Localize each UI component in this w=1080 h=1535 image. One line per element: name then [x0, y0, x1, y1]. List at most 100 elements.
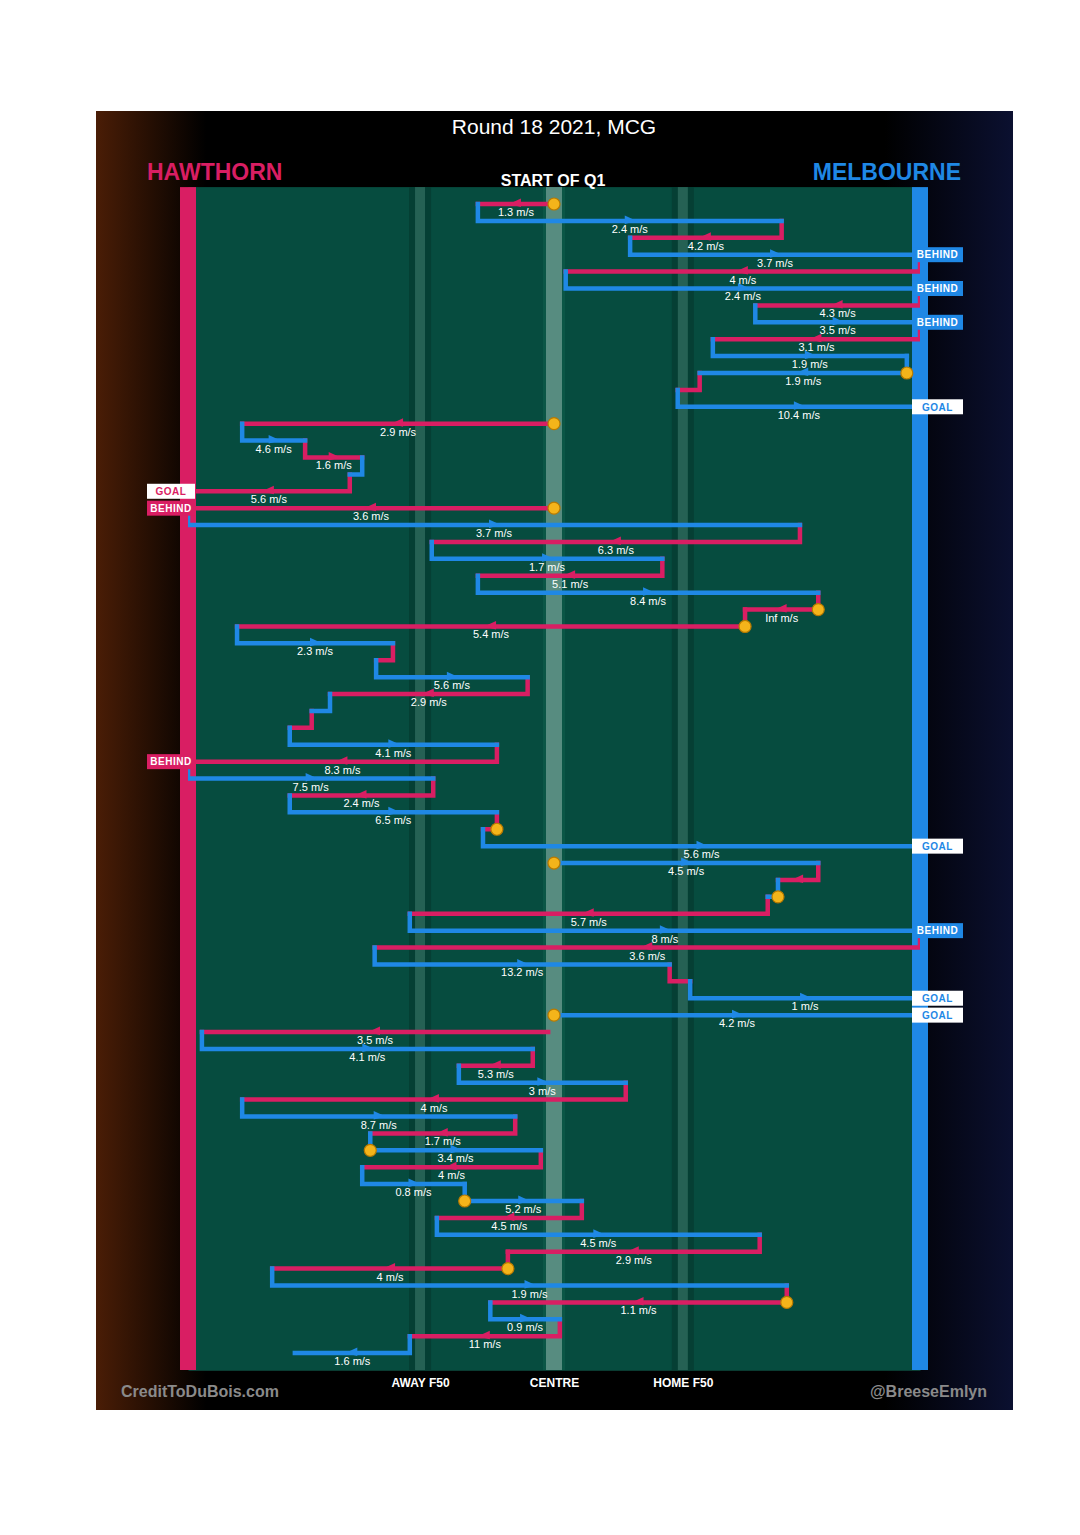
stoppage-marker — [812, 604, 824, 616]
outcome-box — [147, 501, 195, 516]
stoppage-marker — [739, 620, 751, 632]
speed-label: 4.1 m/s — [375, 747, 412, 759]
possession-segment — [670, 964, 690, 981]
background-panel — [96, 111, 1013, 1410]
speed-label: 5.6 m/s — [434, 679, 471, 691]
team-name: HAWTHORN — [147, 159, 282, 185]
x-tick-label: CENTRE — [530, 1376, 579, 1390]
speed-label: 1.3 m/s — [498, 206, 535, 218]
outcome-box — [147, 484, 195, 499]
plot-texts: 1.3 m/s 4.2 m/s 4 m/s 4.3 m/s 3.1 m/s 2.9 m/s… — [147, 206, 963, 1367]
outcome-label: GOAL — [922, 402, 953, 413]
grid — [409, 187, 694, 1370]
speed-label: 4 m/s — [377, 1271, 404, 1283]
grid-band — [543, 187, 565, 1370]
speed-label: 1.7 m/s — [529, 561, 566, 573]
speed-label: 4 m/s — [438, 1169, 465, 1181]
speed-label: 3.7 m/s — [757, 257, 794, 269]
speed-label: 3.6 m/s — [629, 950, 666, 962]
speed-label: 1.6 m/s — [334, 1355, 371, 1367]
speed-label: 3.1 m/s — [798, 341, 835, 353]
outcome-box — [912, 247, 963, 262]
stoppage-marker — [548, 198, 560, 210]
speed-label: 2.4 m/s — [612, 223, 649, 235]
field — [188, 187, 920, 1370]
speed-label: 1.7 m/s — [425, 1135, 462, 1147]
possession-segment — [290, 711, 312, 728]
speed-label: 3.5 m/s — [357, 1034, 394, 1046]
speed-label: 6.3 m/s — [598, 544, 635, 556]
stoppage-marker — [548, 418, 560, 430]
x-tick: CENTRE — [530, 1370, 579, 1390]
speed-label: 7.5 m/s — [293, 781, 330, 793]
speed-label: 11 m/s — [469, 1338, 502, 1350]
speed-label: 3 m/s — [529, 1085, 556, 1097]
speed-label: 10.4 m/s — [778, 409, 821, 421]
possession-segment — [376, 643, 393, 660]
stoppage-marker — [548, 502, 560, 514]
stoppage-marker — [459, 1195, 471, 1207]
outcome-label: BEHIND — [150, 756, 191, 767]
outcome-label: GOAL — [922, 841, 953, 852]
stoppage-marker — [364, 1144, 376, 1156]
speed-label: 0.8 m/s — [395, 1186, 432, 1198]
speed-label: 4 m/s — [420, 1102, 447, 1114]
speed-label: 5.3 m/s — [478, 1068, 515, 1080]
speed-label: 5.6 m/s — [683, 848, 720, 860]
speed-label: 1.9 m/s — [792, 358, 829, 370]
possession-segment — [312, 694, 330, 711]
outcome-box — [147, 754, 195, 769]
axis-line — [189, 1370, 921, 1371]
speed-label: Inf m/s — [765, 612, 799, 624]
speed-label: 8.4 m/s — [630, 595, 667, 607]
stoppage-marker — [502, 1263, 514, 1275]
speed-label: 0.9 m/s — [507, 1321, 544, 1333]
outcome-label: GOAL — [922, 993, 953, 1004]
outcome-box — [912, 399, 963, 414]
chart-title: Round 18 2021, MCG — [452, 115, 656, 138]
speed-label: 8.7 m/s — [361, 1119, 398, 1131]
stoppage-marker — [772, 891, 784, 903]
goal-line-bar — [912, 187, 928, 1370]
speed-label: 5.7 m/s — [571, 916, 608, 928]
speed-label: 5.1 m/s — [552, 578, 589, 590]
x-tick: HOME F50 — [653, 1370, 713, 1390]
speed-label: 4.5 m/s — [491, 1220, 528, 1232]
speed-label: 4.3 m/s — [820, 307, 857, 319]
speed-label: 4.5 m/s — [580, 1237, 617, 1249]
possession-segment — [678, 373, 700, 390]
speed-label: 3.4 m/s — [438, 1152, 475, 1164]
grid-band — [672, 187, 694, 1370]
direction-arrow — [791, 874, 803, 883]
speed-label: 3.5 m/s — [820, 324, 857, 336]
grid-line — [678, 187, 688, 1370]
team-name: MELBOURNE — [813, 159, 961, 185]
stoppage-marker — [901, 367, 913, 379]
speed-label: 2.3 m/s — [297, 645, 334, 657]
outcome-box — [912, 991, 963, 1006]
x-axis: AWAY F50CENTREHOME F50 — [189, 1370, 921, 1390]
chart-subtitle: START OF Q1 — [501, 172, 606, 189]
stoppage-marker — [491, 823, 503, 835]
stoppage-marker — [548, 857, 560, 869]
speed-label: 5.4 m/s — [473, 628, 510, 640]
outcome-box — [912, 923, 963, 938]
speed-label: 1.6 m/s — [316, 459, 353, 471]
speed-label: 2.9 m/s — [616, 1254, 653, 1266]
outcome-label: GOAL — [156, 486, 187, 497]
speed-label: 3.6 m/s — [353, 510, 390, 522]
outcome-box — [912, 839, 963, 854]
speed-label: 2.4 m/s — [725, 290, 762, 302]
source-credit: CreditToDuBois.com — [121, 1383, 279, 1400]
plot-marks — [188, 198, 920, 1356]
speed-label: 2.9 m/s — [411, 696, 448, 708]
stoppage-marker — [781, 1296, 793, 1308]
author-credit: @BreeseEmlyn — [870, 1383, 987, 1400]
speed-label: 4.1 m/s — [349, 1051, 386, 1063]
outcome-label: BEHIND — [150, 503, 191, 514]
speed-label: 4.2 m/s — [688, 240, 725, 252]
outcome-label: BEHIND — [917, 317, 958, 328]
speed-label: 5.2 m/s — [505, 1203, 542, 1215]
outcome-box — [912, 281, 963, 296]
speed-label: 3.7 m/s — [476, 527, 513, 539]
